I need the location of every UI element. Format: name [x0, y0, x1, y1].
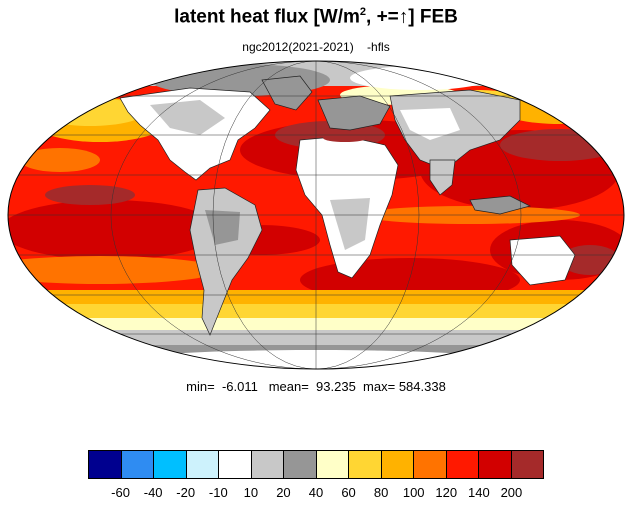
india [429, 159, 456, 196]
indonesia [469, 195, 531, 215]
chart-subtitle: ngc2012(2021-2021) -hfls [242, 40, 390, 54]
colorbar-tick-label: 20 [276, 485, 291, 500]
africa-shade [330, 198, 370, 250]
globe-outline [7, 60, 625, 370]
colorbar-swatch [186, 451, 219, 478]
new-zealand [589, 281, 601, 306]
australia [509, 235, 576, 286]
colorbar-swatch [414, 451, 447, 478]
colorbar-labels: -60 -40 -20 -10 10 20 40 60 80 100 120 140 200 [0, 485, 632, 503]
colorbar-tick-label: 60 [341, 485, 356, 500]
colorbar [88, 450, 544, 479]
colorbar-swatch [89, 451, 122, 478]
colorbar-tick-label: 40 [308, 485, 324, 500]
colorbar-swatch [479, 451, 512, 478]
colorbar-tick-label: -10 [208, 485, 228, 500]
colorbar-tick-label: 100 [402, 485, 425, 500]
colorbar-tick-label: 10 [243, 485, 259, 500]
colorbar-tick-label: 80 [373, 485, 389, 500]
north-america-shade [150, 100, 225, 135]
colorbar-swatch [316, 451, 349, 478]
colorbar-swatch [251, 451, 284, 478]
mediterranean [323, 134, 367, 142]
colorbar-swatch [121, 451, 154, 478]
colorbar-swatch [446, 451, 479, 478]
colorbar-tick-label: -20 [176, 485, 196, 500]
colorbar-tick-label: 200 [500, 485, 523, 500]
colorbar-swatch [219, 451, 252, 478]
graticule [8, 61, 624, 369]
colorbar-tick-label: -40 [143, 485, 163, 500]
colorbar-swatch [511, 451, 543, 478]
stats-line: min= -6.011 mean= 93.235 max= 584.338 [186, 379, 446, 394]
colorbar-tick-label: 120 [435, 485, 458, 500]
colorbar-tick-label: 140 [467, 485, 490, 500]
colorbar-swatch [349, 451, 382, 478]
asia-white [400, 108, 460, 140]
colorbar-swatch [284, 451, 317, 478]
south-america [189, 187, 263, 336]
colorbar-swatch [381, 451, 414, 478]
colorbar-swatch [154, 451, 187, 478]
colorbar-tick-label: -60 [111, 485, 130, 500]
greenland [261, 75, 313, 111]
chart-title: latent heat flux [W/m2, +=↑] FEB [174, 6, 458, 28]
